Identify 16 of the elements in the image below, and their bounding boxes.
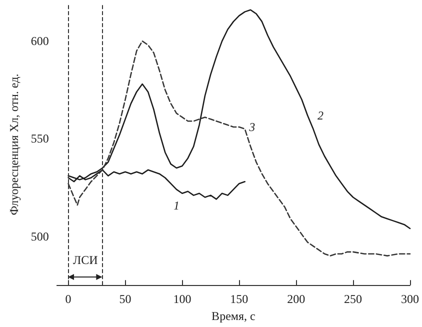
x-axis-title: Время, с bbox=[212, 309, 256, 323]
series-label: 3 bbox=[248, 120, 256, 134]
y-tick-label: 600 bbox=[30, 34, 49, 48]
x-tick-label: 50 bbox=[119, 292, 132, 306]
x-tick-label: 300 bbox=[401, 292, 419, 306]
x-tick-label: 100 bbox=[173, 292, 192, 306]
y-axis-title: Флуоресценция Хл, отн. ед. bbox=[7, 74, 21, 216]
annotation: ЛСИ bbox=[72, 252, 98, 267]
series-label: 1 bbox=[174, 198, 180, 212]
x-tick-label: 150 bbox=[230, 292, 248, 306]
x-tick-label: 200 bbox=[287, 292, 306, 306]
y-tick-label: 550 bbox=[30, 132, 49, 146]
y-tick-label: 500 bbox=[30, 229, 49, 244]
x-tick-label: 250 bbox=[344, 292, 362, 306]
x-tick-label: 0 bbox=[65, 292, 72, 306]
series-label: 2 bbox=[317, 108, 324, 122]
